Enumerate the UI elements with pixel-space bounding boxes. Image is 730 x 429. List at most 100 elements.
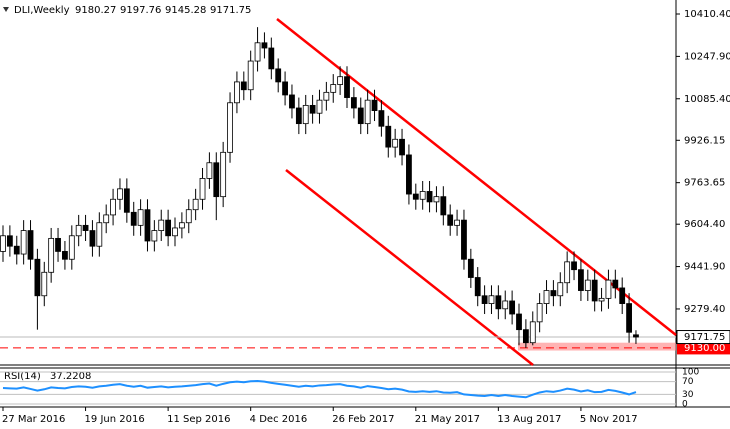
candle-body <box>103 214 110 224</box>
candle-body <box>268 47 275 70</box>
candle-body <box>75 224 82 237</box>
candle-body <box>144 209 151 242</box>
candle-body <box>364 99 371 125</box>
ohlc-open: 9180.27 <box>75 5 116 16</box>
rsi-tick-label: 100 <box>682 368 699 378</box>
candle-body <box>199 178 206 200</box>
ohlc-low: 9145.28 <box>165 5 206 16</box>
candle-body <box>275 68 282 83</box>
candle-body <box>447 214 454 226</box>
candle-body <box>330 84 337 93</box>
price-label: 9171.75 <box>684 332 725 343</box>
candle-body <box>247 60 254 91</box>
candle-body <box>598 297 605 302</box>
y-tick-label: 9441.90 <box>684 262 725 273</box>
candle-body <box>289 94 295 109</box>
candle-body <box>27 230 34 260</box>
indicator-name: RSI(14) <box>4 371 41 382</box>
x-tick-label: 21 May 2017 <box>415 414 480 425</box>
x-tick-label: 13 Aug 2017 <box>497 414 561 425</box>
candle-body <box>220 151 227 198</box>
candle-body <box>536 303 543 323</box>
level-label: 9130.00 <box>684 343 725 354</box>
candle-body <box>350 97 357 109</box>
candle-body <box>488 295 495 304</box>
candle-body <box>96 222 103 247</box>
candle-body <box>371 99 378 112</box>
candle-body <box>282 81 288 96</box>
candle-body <box>454 219 460 226</box>
candle-body <box>55 237 61 252</box>
candle-body <box>578 269 584 291</box>
candle-body <box>213 162 220 198</box>
candle-body <box>474 277 481 297</box>
candle-body <box>68 235 75 260</box>
candle-body <box>591 279 598 302</box>
y-tick-label: 10247.90 <box>684 51 730 62</box>
candle-body <box>227 102 233 153</box>
candle-body <box>522 329 529 344</box>
candle-body <box>62 251 68 260</box>
candle-body <box>137 209 144 226</box>
x-tick-label: 26 Feb 2017 <box>332 414 394 425</box>
rsi-line <box>2 379 637 399</box>
candle-body <box>240 81 247 91</box>
candle-body <box>344 76 350 98</box>
candle-body <box>302 104 309 125</box>
trend-line <box>285 169 534 366</box>
candle-body <box>295 107 302 125</box>
zone <box>518 342 676 351</box>
ohlc-close: 9171.75 <box>210 5 251 16</box>
candle-body <box>82 224 89 231</box>
candle-body <box>626 303 632 333</box>
candle-body <box>509 300 516 315</box>
candle-body <box>550 290 557 297</box>
candle-body <box>254 42 261 62</box>
candle-body <box>557 282 564 297</box>
candle-body <box>633 334 639 338</box>
candle-body <box>185 209 192 224</box>
price-label-box <box>676 330 730 345</box>
candle-body <box>48 237 55 273</box>
candle-body <box>412 193 419 200</box>
y-tick-label: 9926.15 <box>684 135 725 146</box>
candle-body <box>110 198 116 216</box>
candle-body <box>151 230 158 242</box>
candle-body <box>467 258 474 278</box>
candle-body <box>357 107 364 125</box>
candle-body <box>309 104 316 114</box>
candle-body <box>564 261 571 284</box>
candle-body <box>316 99 323 114</box>
candle-body <box>399 138 405 156</box>
y-tick-label: 10085.40 <box>684 94 730 105</box>
rsi-tick-label: 70 <box>682 377 694 387</box>
candle-body <box>337 76 344 85</box>
rsi-tick-label: 0 <box>682 400 688 410</box>
candle-body <box>605 279 612 299</box>
chart-title: DLI,Weekly <box>14 5 70 16</box>
x-tick-label: 27 Mar 2016 <box>2 414 65 425</box>
candle-body <box>516 313 522 331</box>
candle-body <box>172 227 178 237</box>
collapse-icon <box>3 7 9 12</box>
candle-body <box>130 211 137 226</box>
candle-body <box>13 245 20 255</box>
candle-body <box>584 279 591 291</box>
x-tick-label: 4 Dec 2016 <box>250 414 308 425</box>
candle-body <box>323 91 330 101</box>
candle-body <box>261 42 268 49</box>
x-tick-label: 5 Nov 2017 <box>580 414 638 425</box>
y-tick-label: 9604.40 <box>684 219 725 230</box>
candle-body <box>178 222 185 229</box>
candle-body <box>41 271 48 297</box>
x-tick-label: 19 Jun 2016 <box>85 414 145 425</box>
candle-body <box>165 219 172 237</box>
candle-body <box>378 110 385 127</box>
candle-body <box>117 188 123 200</box>
candle-body <box>612 279 619 289</box>
candle-body <box>481 295 488 304</box>
candle-body <box>123 188 130 213</box>
candle-body <box>89 230 96 247</box>
candle-body <box>406 154 412 195</box>
